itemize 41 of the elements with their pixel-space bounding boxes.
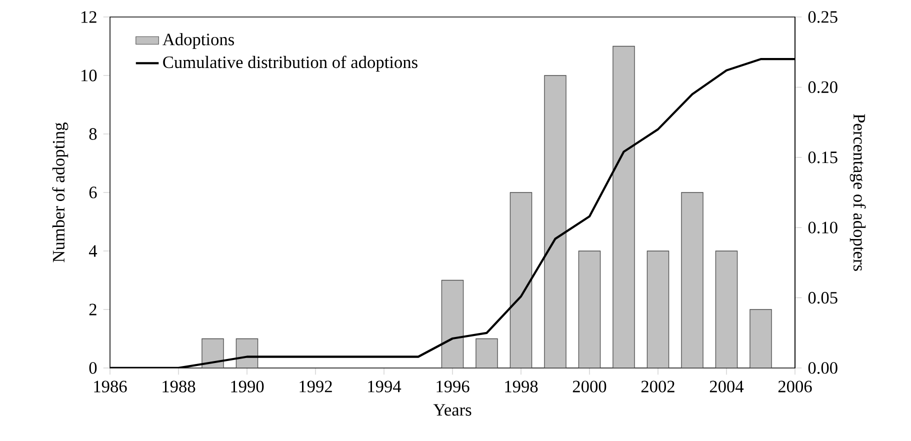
bar [476, 338, 498, 368]
y2-axis-title: Percentage of adopters [850, 114, 866, 271]
y2-tick-label: 0.00 [808, 362, 838, 374]
x-tick-label: 2006 [778, 380, 812, 392]
x-tick-label: 1996 [436, 380, 470, 392]
y-tick-label: 4 [88, 245, 98, 257]
y2-tick-label: 0.10 [808, 222, 838, 234]
bar [612, 46, 635, 368]
x-tick-label: 2000 [572, 380, 606, 392]
bar [510, 192, 532, 368]
y2-tick-label: 0.25 [808, 11, 838, 23]
bar [441, 280, 464, 368]
legend-label: Cumulative distribution of adoptions [163, 56, 418, 72]
bar [646, 250, 670, 368]
y2-tick-label: 0.20 [808, 81, 838, 94]
bar [578, 250, 601, 368]
x-tick-label: 1990 [231, 380, 264, 392]
y-tick-label: 2 [89, 304, 96, 316]
x-tick-label: 2004 [710, 380, 744, 392]
bar [750, 309, 772, 368]
legend-label: Adoptions [162, 33, 234, 49]
bar [544, 75, 566, 368]
y-axis-title: Number of adopting [52, 122, 68, 262]
y-tick-label: 6 [89, 186, 97, 198]
y2-tick-label: 0.15 [808, 152, 838, 164]
bar [236, 338, 258, 368]
x-tick-label: 1992 [300, 380, 332, 392]
y-tick-label: 10 [81, 70, 97, 82]
x-tick-label: 1988 [162, 380, 196, 392]
x-tick-label: 1998 [505, 380, 538, 392]
x-axis-title: Years [433, 404, 472, 416]
y-tick-label: 0 [89, 362, 97, 374]
bar [715, 250, 738, 368]
y-tick-label: 8 [89, 128, 97, 140]
bar [681, 192, 704, 368]
x-tick-label: 1986 [94, 380, 127, 392]
y2-tick-label: 0.05 [808, 292, 838, 304]
bar [202, 338, 224, 368]
x-tick-label: 2002 [641, 380, 674, 392]
y-tick-label: 12 [81, 11, 96, 23]
x-tick-label: 1994 [368, 380, 402, 392]
